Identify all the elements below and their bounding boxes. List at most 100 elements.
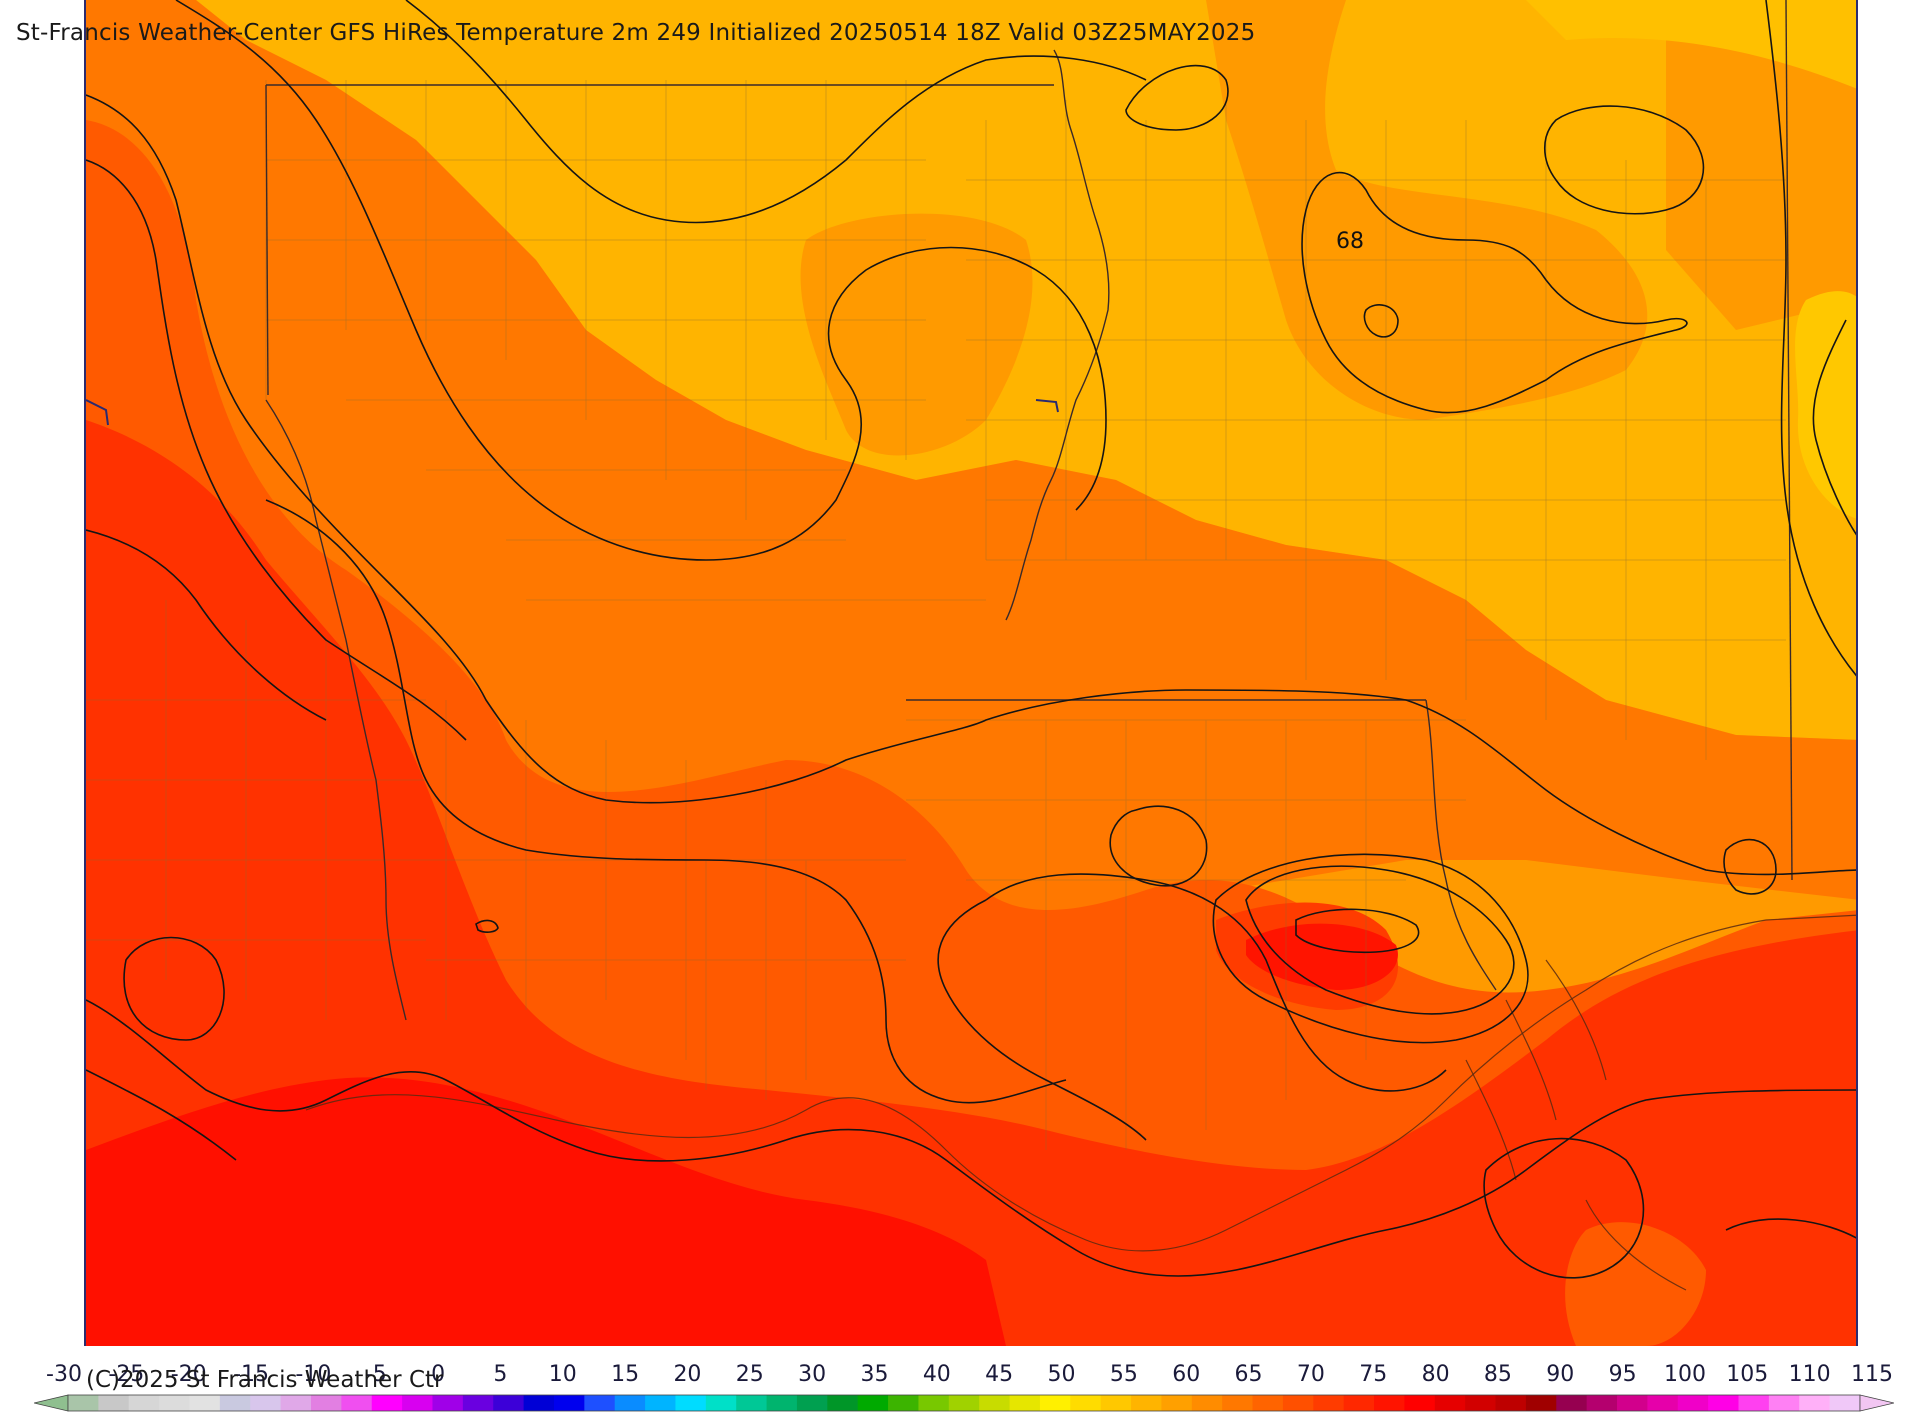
colorbar-tick-label: 45 xyxy=(985,1362,1014,1387)
colorbar-swatch xyxy=(128,1395,160,1411)
colorbar-swatch xyxy=(98,1395,130,1411)
colorbar-swatch xyxy=(1161,1395,1193,1411)
colorbar-swatch xyxy=(1282,1395,1314,1411)
colorbar-swatch xyxy=(1677,1395,1709,1411)
colorbar-swatch xyxy=(250,1395,282,1411)
colorbar-tick-label: -10 xyxy=(295,1362,332,1387)
colorbar-tick-label: 100 xyxy=(1663,1362,1706,1387)
colorbar-swatch xyxy=(1465,1395,1497,1411)
colorbar-swatch xyxy=(1799,1395,1831,1411)
colorbar-swatch xyxy=(1039,1395,1071,1411)
colorbar-swatch xyxy=(159,1395,190,1411)
colorbar-swatch xyxy=(766,1395,798,1411)
colorbar-swatch xyxy=(341,1395,373,1411)
colorbar-swatch xyxy=(736,1395,768,1411)
colorbar-swatch xyxy=(1191,1395,1223,1411)
colorbar-tick-label: 0 xyxy=(431,1362,446,1387)
temp-band-60-top xyxy=(1526,0,1856,89)
colorbar-swatch xyxy=(462,1395,494,1411)
colorbar-swatch xyxy=(1617,1395,1648,1411)
colorbar-swatch xyxy=(1009,1395,1041,1411)
colorbar-swatch xyxy=(1829,1395,1861,1411)
colorbar-swatch xyxy=(857,1395,889,1411)
colorbar-swatch xyxy=(432,1395,464,1411)
temp-band-70-north xyxy=(800,213,1033,456)
copyright-text: (C)2025 St Francis Weather Ctr xyxy=(86,1367,444,1393)
colorbar-tick-label: 80 xyxy=(1421,1362,1450,1387)
colorbar-tick-label: 85 xyxy=(1483,1362,1512,1387)
colorbar-swatch xyxy=(1434,1395,1466,1411)
colorbar-tick-label: 110 xyxy=(1788,1362,1831,1387)
colorbar-swatch xyxy=(1738,1395,1770,1411)
colorbar-tick-label: 25 xyxy=(735,1362,764,1387)
colorbar-swatch xyxy=(584,1395,616,1411)
colorbar-tick-label: 60 xyxy=(1172,1362,1201,1387)
colorbar-tick-label: -30 xyxy=(46,1362,82,1387)
contour-label-bg xyxy=(1334,225,1372,253)
colorbar-swatch xyxy=(371,1395,403,1411)
colorbar-swatch xyxy=(827,1395,859,1411)
colorbar-swatch xyxy=(1525,1395,1557,1411)
colorbar-swatch xyxy=(888,1395,919,1411)
contour-lines xyxy=(86,0,1856,1279)
colorbar-swatch xyxy=(1495,1395,1527,1411)
colorbar-tick-label: -20 xyxy=(170,1362,207,1387)
colorbar-tick-label: 30 xyxy=(798,1362,827,1387)
colorbar-swatch xyxy=(523,1395,555,1411)
barb-markers xyxy=(86,399,1059,426)
colorbar-tick-label: 75 xyxy=(1359,1362,1388,1387)
colorbar-swatch xyxy=(1313,1395,1345,1411)
colorbar-swatch xyxy=(1374,1395,1405,1411)
colorbar-tick-label: 55 xyxy=(1109,1362,1138,1387)
colorbar-swatch xyxy=(948,1395,980,1411)
colorbar-tick-label: 15 xyxy=(611,1362,640,1387)
colorbar-tick-label: 90 xyxy=(1546,1362,1575,1387)
colorbar-swatch xyxy=(1252,1395,1284,1411)
colorbar-swatch xyxy=(280,1395,312,1411)
colorbar-swatch xyxy=(979,1395,1011,1411)
colorbar-swatch xyxy=(310,1395,342,1411)
colorbar-swatch xyxy=(1343,1395,1375,1411)
colorbar-tick-label: 10 xyxy=(548,1362,577,1387)
colorbar-swatch xyxy=(705,1395,737,1411)
colorbar-swatch xyxy=(1222,1395,1254,1411)
colorbar-swatch xyxy=(219,1395,251,1411)
colorbar-swatch xyxy=(796,1395,828,1411)
colorbar-tick-label: 5 xyxy=(493,1362,508,1387)
colorbar-tick-label: 40 xyxy=(922,1362,951,1387)
colorbar-tick-label: 20 xyxy=(673,1362,702,1387)
colorbar-tick-label: 105 xyxy=(1726,1362,1769,1387)
colorbar-swatch xyxy=(1586,1395,1618,1411)
colorbar-swatch xyxy=(1100,1395,1132,1411)
temp-band-90-pocket xyxy=(1246,923,1398,990)
colorbar-swatch xyxy=(189,1395,221,1411)
temp-band-70-ne xyxy=(1206,0,1648,420)
colorbar-swatch xyxy=(1647,1395,1679,1411)
county-lines xyxy=(86,80,1786,1150)
colorbar-swatch xyxy=(614,1395,646,1411)
colorbar-left-arrow xyxy=(34,1394,69,1412)
colorbar-labels: -30 -25 -20 -15 -10 -5 0 5 10 15 20 25 30 35 40 45 50 55 6… xyxy=(0,1362,1920,1390)
colorbar-tick-label: 95 xyxy=(1608,1362,1637,1387)
coastline xyxy=(305,914,1856,1291)
colorbar-swatch xyxy=(645,1395,676,1411)
colorbar-swatch xyxy=(1131,1395,1162,1411)
colorbar-swatch xyxy=(1404,1395,1436,1411)
temp-band-75-se xyxy=(1565,1222,1706,1346)
colorbar-swatch xyxy=(675,1395,707,1411)
colorbar-swatch xyxy=(553,1395,585,1411)
colorbar-tick-label: 65 xyxy=(1234,1362,1263,1387)
map-title: St-Francis Weather-Center GFS HiRes Temp… xyxy=(16,20,1256,46)
map-panel[interactable]: 68 xyxy=(84,0,1858,1346)
colorbar-swatch xyxy=(68,1395,99,1411)
colorbar-tick-label: 50 xyxy=(1047,1362,1076,1387)
temp-band-60-east xyxy=(1795,291,1856,519)
colorbar-swatch xyxy=(918,1395,950,1411)
colorbar-tick-label: 35 xyxy=(860,1362,889,1387)
colorbar-swatch xyxy=(1070,1395,1102,1411)
colorbar-tick-label: -5 xyxy=(364,1362,387,1387)
colorbar-swatch xyxy=(1556,1395,1588,1411)
colorbar-swatch xyxy=(402,1395,433,1411)
colorbar-tick-label: 70 xyxy=(1296,1362,1325,1387)
colorbar xyxy=(34,1394,1894,1412)
